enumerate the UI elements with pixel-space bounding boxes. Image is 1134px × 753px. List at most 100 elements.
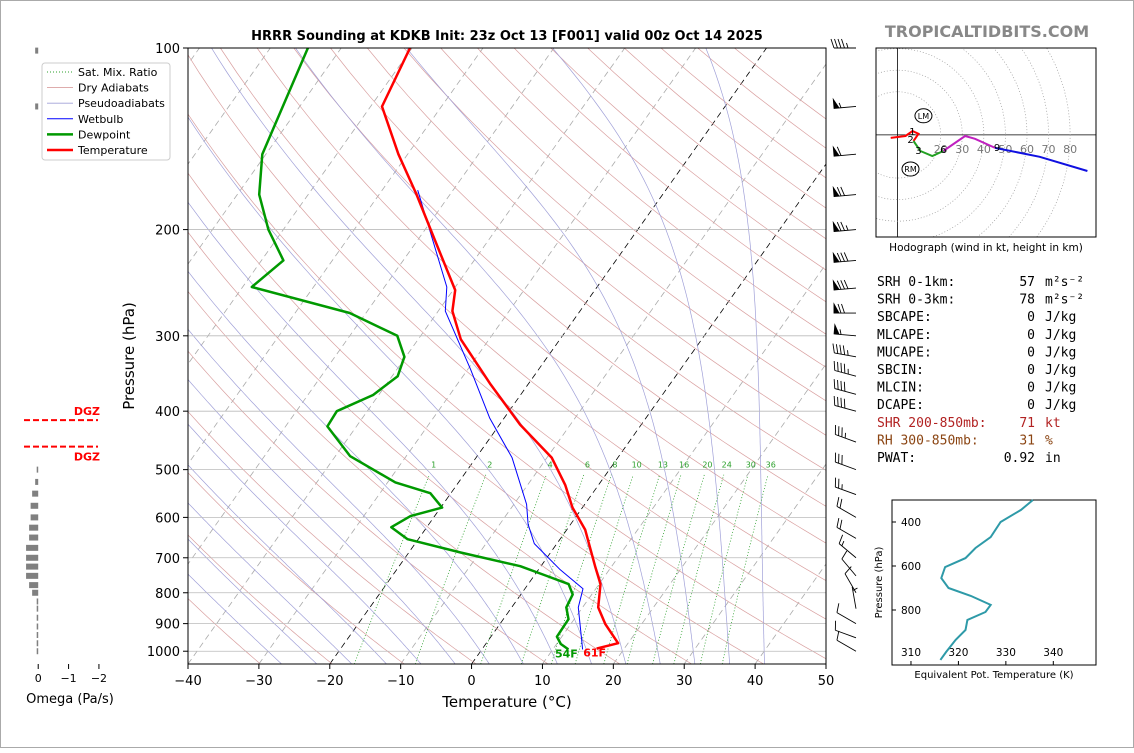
mixing-ratio-label: 24 <box>722 460 732 469</box>
stat-unit: J/kg <box>1045 398 1076 413</box>
y-tick-label: 600 <box>155 511 180 526</box>
x-tick-label: 50 <box>818 674 835 689</box>
storm-motion-label: LM <box>918 112 929 121</box>
mixing-ratio-label: 1 <box>431 460 436 469</box>
omega-bar <box>29 535 38 541</box>
y-tick-label: 400 <box>901 517 921 529</box>
y-tick-label: 1000 <box>147 645 180 660</box>
legend-label: Temperature <box>77 144 148 157</box>
stat-value: 0 <box>1027 381 1035 396</box>
y-tick-label: 300 <box>155 330 180 345</box>
y-axis-label: Pressure (hPa) <box>120 302 138 410</box>
surface-label: 54F <box>555 647 578 660</box>
omega-bar <box>26 555 38 561</box>
stat-label: PWAT: <box>877 451 916 466</box>
legend-label: Dry Adiabats <box>78 82 149 95</box>
stat-value: 0 <box>1027 398 1035 413</box>
x-tick-label: −40 <box>174 674 201 689</box>
omega-bar <box>35 48 38 54</box>
omega-bar <box>37 467 39 473</box>
ring-label: 30 <box>955 143 969 156</box>
stat-label: MUCAPE: <box>877 345 932 360</box>
stat-label: SRH 0-1km: <box>877 275 955 290</box>
stat-unit: kt <box>1045 416 1061 431</box>
stat-value: 0 <box>1027 310 1035 325</box>
stat-unit: J/kg <box>1045 310 1076 325</box>
omega-bar <box>37 648 39 654</box>
x-tick-label: 330 <box>996 647 1016 659</box>
stat-unit: J/kg <box>1045 328 1076 343</box>
x-tick-label: 10 <box>534 674 551 689</box>
omega-bar <box>31 514 39 520</box>
stat-label: DCAPE: <box>877 398 924 413</box>
stat-label: SBCAPE: <box>877 310 932 325</box>
mixing-ratio-label: 30 <box>746 460 756 469</box>
stat-unit: in <box>1045 451 1061 466</box>
height-label: 6 <box>940 145 946 156</box>
x-tick-label: −10 <box>387 674 414 689</box>
legend: Sat. Mix. Ratio Dry Adiabats Pseudoadiabat… <box>42 63 170 160</box>
x-tick-label: 0 <box>35 672 42 685</box>
stat-value: 31 <box>1019 433 1035 448</box>
stat-value: 0 <box>1027 328 1035 343</box>
omega-bar <box>35 103 38 109</box>
omega-bar <box>37 640 39 646</box>
stat-value: 0 <box>1027 345 1035 360</box>
y-axis-label: Pressure (hPa) <box>874 547 885 619</box>
omega-bar <box>35 479 38 485</box>
omega-bar <box>29 582 38 588</box>
stat-value: 71 <box>1019 416 1035 431</box>
x-axis-label: Omega (Pa/s) <box>26 692 114 707</box>
mixing-ratio-label: 16 <box>679 460 689 469</box>
x-tick-label: 40 <box>747 674 764 689</box>
height-label: 9 <box>994 143 1000 154</box>
x-axis-label: Equivalent Pot. Temperature (K) <box>914 670 1073 681</box>
stat-label: SBCIN: <box>877 363 924 378</box>
x-tick-label: 0 <box>467 674 475 689</box>
omega-bar <box>26 564 38 570</box>
omega-bar <box>26 573 38 579</box>
mixing-ratio-label: 2 <box>487 460 492 469</box>
site-name: TROPICALTIDBITS.COM <box>885 22 1089 41</box>
omega-bar <box>37 615 39 621</box>
stat-unit: J/kg <box>1045 381 1076 396</box>
legend-label: Dewpoint <box>78 128 131 141</box>
mixing-ratio-label: 8 <box>612 460 617 469</box>
stat-value: 0 <box>1027 363 1035 378</box>
storm-motion-label: RM <box>904 165 917 174</box>
dgz-label: DGZ <box>74 451 100 464</box>
mixing-ratio-label: 13 <box>658 460 668 469</box>
y-tick-label: 500 <box>155 464 180 479</box>
stat-unit: J/kg <box>1045 345 1076 360</box>
chart-title: HRRR Sounding at KDKB Init: 23z Oct 13 [… <box>251 29 763 44</box>
stat-label: SRH 0-3km: <box>877 293 955 308</box>
stat-value: 57 <box>1019 275 1035 290</box>
omega-bar <box>29 525 38 531</box>
x-tick-label: 30 <box>676 674 693 689</box>
stat-unit: m²s⁻² <box>1045 275 1084 290</box>
omega-bar <box>37 606 39 612</box>
inset-frame <box>892 500 1096 665</box>
stat-label: MLCAPE: <box>877 328 932 343</box>
stat-unit: % <box>1045 433 1053 448</box>
y-tick-label: 800 <box>155 587 180 602</box>
legend-label: Sat. Mix. Ratio <box>78 66 158 79</box>
legend-label: Pseudoadiabats <box>78 97 165 110</box>
omega-bar <box>37 598 39 604</box>
stat-unit: m²s⁻² <box>1045 293 1084 308</box>
y-tick-label: 600 <box>901 561 921 573</box>
x-tick-label: −2 <box>91 672 107 685</box>
x-axis-label: Temperature (°C) <box>441 693 571 711</box>
omega-bar <box>37 632 39 638</box>
ring-label: 70 <box>1042 143 1056 156</box>
height-label: 2 <box>907 135 913 146</box>
x-tick-label: 320 <box>948 647 968 659</box>
ring-label: 80 <box>1063 143 1077 156</box>
legend-label: Wetbulb <box>78 113 123 126</box>
x-tick-label: −30 <box>245 674 272 689</box>
mixing-ratio-label: 4 <box>548 460 553 469</box>
surface-label: 61F <box>583 647 606 660</box>
omega-bar <box>32 491 38 497</box>
omega-bar <box>26 545 38 551</box>
stat-label: SHR 200-850mb: <box>877 416 987 431</box>
